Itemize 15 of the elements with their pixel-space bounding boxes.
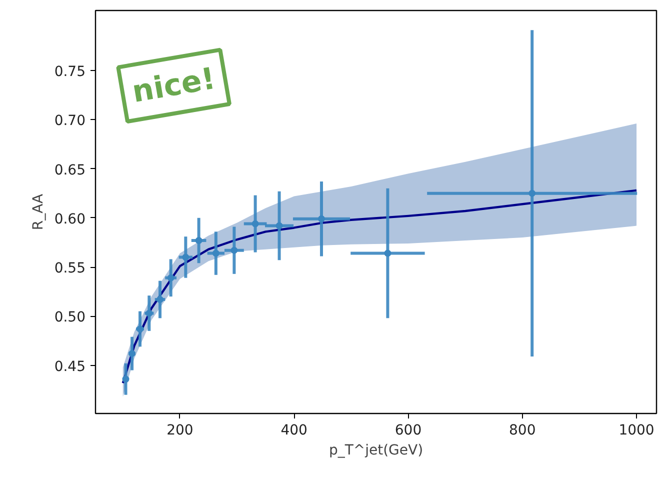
y-tick-label: 0.75: [54, 64, 86, 80]
x-tick-label: 200: [166, 422, 194, 438]
y-tick-label: 0.45: [54, 358, 86, 375]
x-axis-title: p_T^jet(GeV): [328, 442, 424, 458]
x-tick-label: 600: [394, 422, 422, 438]
y-tick-label: 0.50: [54, 310, 86, 326]
annotation: nice!: [130, 61, 218, 110]
y-tick-label: 0.65: [54, 162, 86, 178]
x-tick-label: 400: [280, 422, 308, 438]
x-tick-label: 800: [509, 422, 536, 438]
y-tick-label: 0.55: [54, 260, 86, 277]
y-tick-label: 0.60: [54, 211, 86, 228]
y-axis-title: R_AA: [30, 193, 46, 230]
x-tick-label: 1000: [618, 422, 654, 438]
y-tick-label: 0.70: [54, 113, 86, 130]
